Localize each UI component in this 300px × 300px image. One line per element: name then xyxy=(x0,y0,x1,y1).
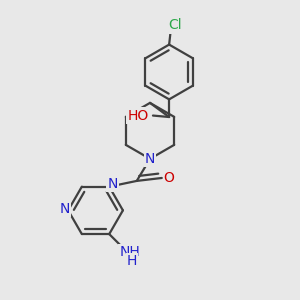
Text: N: N xyxy=(145,152,155,166)
Text: NH: NH xyxy=(119,245,140,259)
Text: HO: HO xyxy=(128,109,149,122)
Text: N: N xyxy=(108,177,118,191)
Text: Cl: Cl xyxy=(168,18,182,32)
Text: O: O xyxy=(164,171,175,185)
Text: H: H xyxy=(127,254,137,268)
Text: N: N xyxy=(59,202,70,216)
